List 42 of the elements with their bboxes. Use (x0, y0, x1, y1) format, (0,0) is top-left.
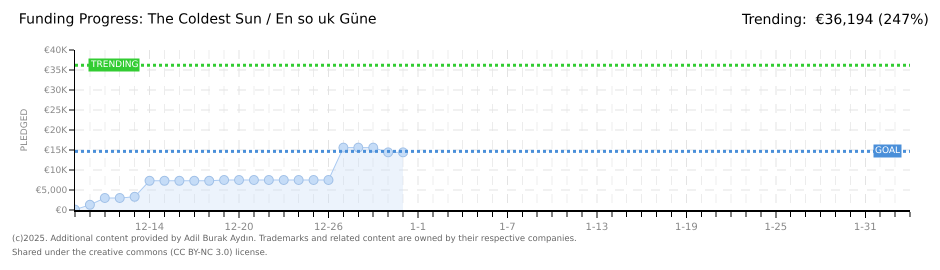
point (159, 176, 170, 186)
y-tick-label: €25K (44, 106, 68, 116)
y-tick-label: €30K (44, 86, 68, 96)
ref-line-label: GOAL (875, 146, 900, 156)
y-tick-label: €40K (44, 46, 68, 56)
point (84, 200, 95, 210)
y-tick-label: €10K (44, 166, 68, 176)
point (174, 176, 184, 186)
point (323, 175, 334, 185)
point (114, 193, 125, 203)
y-tick-label: €35K (44, 66, 68, 76)
x-tick-label: 1-25 (764, 222, 788, 233)
point (278, 175, 289, 185)
x-tick-label: 12-14 (135, 222, 164, 233)
x-tick-label: 1-31 (854, 222, 877, 233)
x-tick-label: 1-19 (674, 222, 698, 233)
x-tick-label: 1-13 (586, 222, 608, 233)
y-tick-label: €15K (44, 146, 68, 156)
chart-subtitle: Trending: €36,194 (247%) (741, 12, 929, 28)
point (248, 175, 259, 185)
point (189, 176, 200, 186)
ref-line-label: TRENDING (90, 60, 138, 70)
y-tick-label: €20K (44, 126, 68, 136)
point (100, 193, 110, 203)
x-tick-label: 1-7 (499, 222, 516, 233)
point (308, 175, 319, 185)
point (130, 192, 140, 202)
text: (c)2025. Additional content provided by Adil Burak Aydın. Trademarks and related content are owned by their respective companies. (12, 234, 577, 244)
y-tick-label: €0 (56, 206, 68, 216)
point (219, 175, 230, 185)
point (144, 176, 155, 186)
y-axis-title: PLEDGED (20, 108, 30, 152)
point (264, 175, 274, 185)
point (204, 176, 214, 186)
text: Shared under the creative commons (CC BY-NC 3.0) license. (12, 248, 268, 258)
x-tick-label: 12-26 (314, 222, 344, 233)
x-tick-label: 1-1 (410, 222, 426, 233)
y-tick-label: €5,000 (36, 186, 68, 196)
point (294, 175, 304, 185)
x-tick-label: 12-20 (224, 222, 254, 233)
point (234, 175, 244, 185)
chart-title: Funding Progress: The Coldest Sun / En so uk Güne (18, 11, 377, 28)
